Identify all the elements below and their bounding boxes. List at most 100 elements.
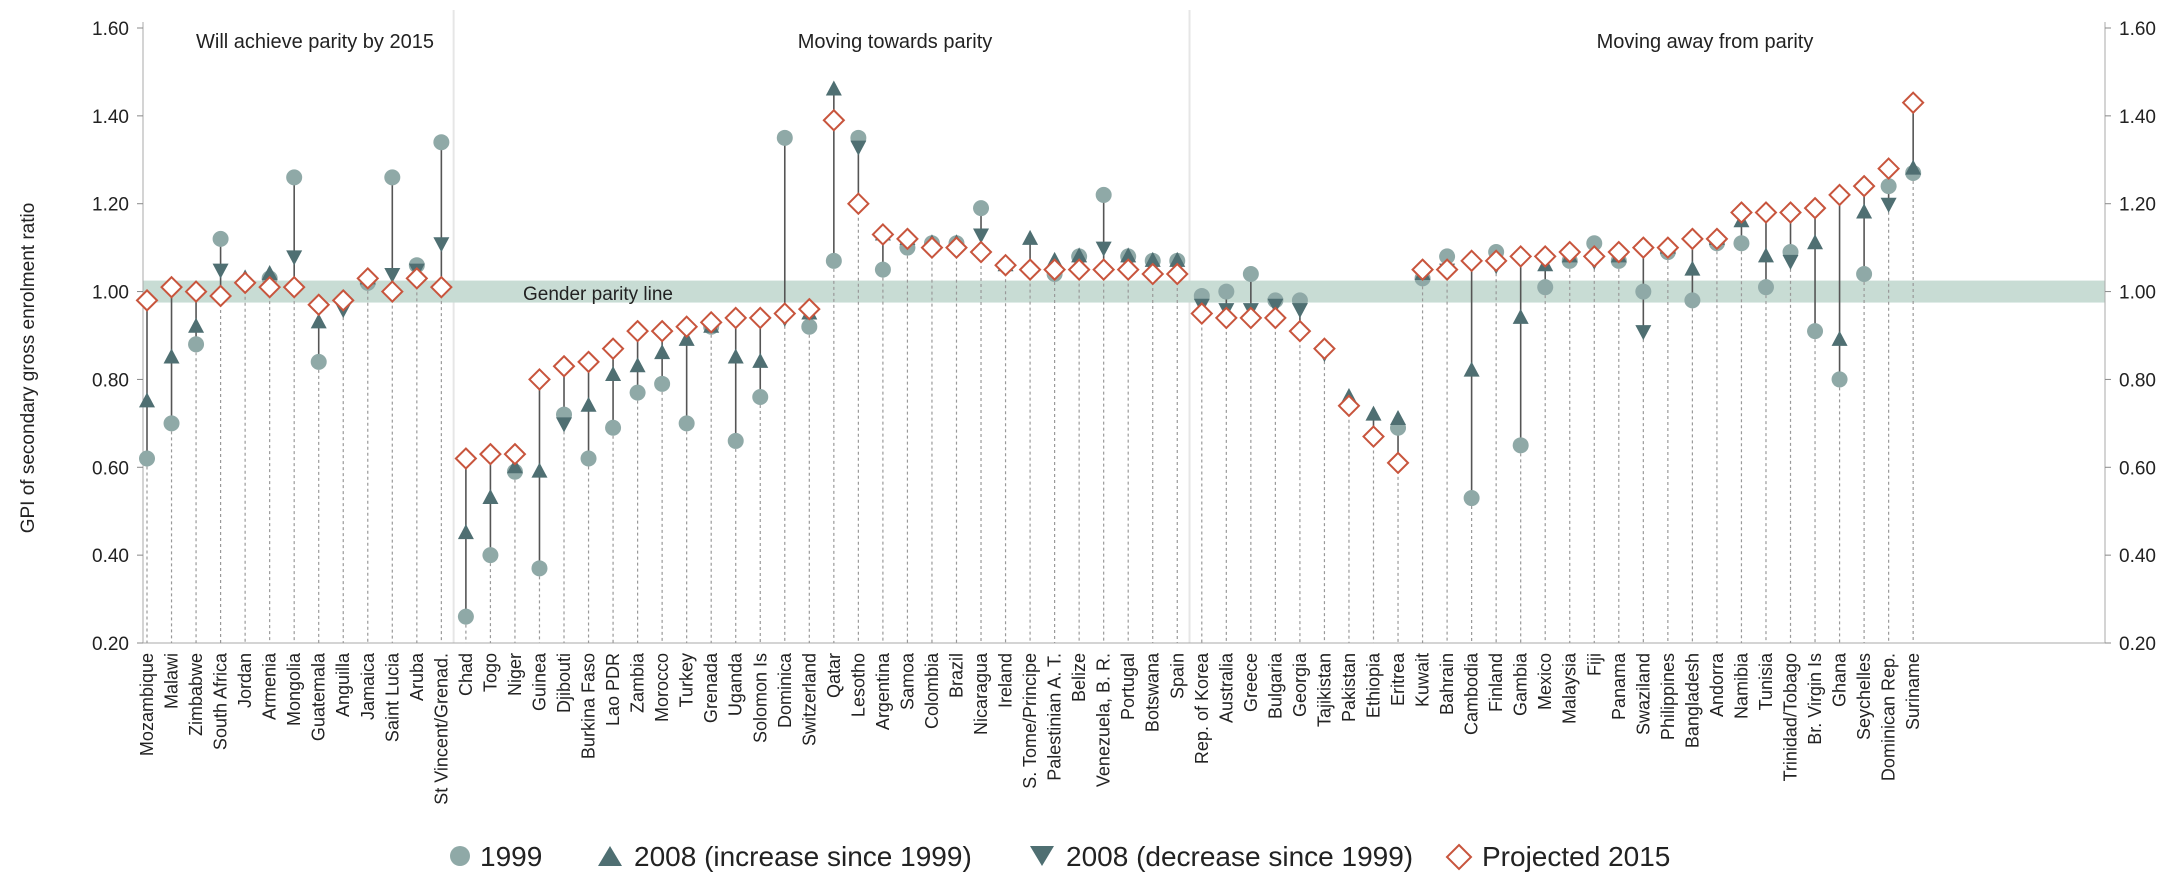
y-tick-label: 0.20: [2119, 634, 2156, 655]
legend-2008-increase-label: 2008 (increase since 1999): [634, 841, 972, 872]
point-2015-belize: [1067, 258, 1091, 282]
x-label-namibia: Namibia: [1731, 652, 1751, 719]
point-2008-ghana: [1831, 330, 1848, 346]
point-2015-lao-pdr: [601, 337, 625, 361]
point-2008-malawi: [163, 348, 180, 364]
point-2015-solomon-is: [748, 306, 772, 330]
point-2015-zimbabwe: [184, 280, 208, 303]
point-2015-argentina: [871, 223, 895, 246]
point-2015-cambodia: [1460, 249, 1484, 273]
point-2008-djibouti: [556, 417, 573, 433]
point-2008-south-africa: [212, 263, 229, 279]
point-2015-pakistan: [1337, 394, 1361, 418]
x-label-niger: Niger: [505, 653, 525, 696]
point-1999-mongolia: [286, 169, 303, 186]
point-2008-swaziland: [1635, 325, 1652, 341]
point-2015-saint-lucia: [380, 280, 404, 303]
legend-projected-2015-marker: [1445, 843, 1473, 871]
point-2008-zimbabwe: [188, 317, 205, 333]
point-2008-ethiopia: [1365, 405, 1382, 421]
point-1999-br-virgin-is: [1807, 323, 1824, 340]
point-1999-south-africa: [212, 230, 229, 247]
point-2015-panama: [1607, 240, 1631, 264]
y-tick-label: 1.20: [92, 195, 129, 216]
x-label-malawi: Malawi: [162, 653, 182, 709]
point-1999-guatemala: [310, 353, 327, 370]
x-label-burkina-faso: Burkina Faso: [579, 653, 599, 759]
point-2015-gambia: [1509, 245, 1533, 268]
point-2015-dominica: [773, 302, 797, 325]
point-2015-s-tome-principe: [1018, 258, 1042, 282]
x-label-bangladesh: Bangladesh: [1682, 653, 1702, 748]
point-2008-solomon-is: [752, 352, 769, 368]
y-tick-label: 0.40: [2119, 546, 2156, 567]
point-2015-bulgaria: [1263, 306, 1287, 330]
point-1999-solomon-is: [752, 389, 769, 405]
x-label-ireland: Ireland: [996, 653, 1016, 708]
point-1999-zimbabwe: [188, 336, 205, 353]
x-label-qatar: Qatar: [824, 653, 844, 698]
x-label-saint-lucia: Saint Lucia: [382, 652, 402, 742]
point-2015-spain: [1165, 262, 1189, 286]
y-tick-label: 0.20: [92, 634, 129, 655]
point-2015-tajikistan: [1313, 337, 1336, 361]
x-label-finland: Finland: [1486, 653, 1506, 712]
x-label-tunisia: Tunisia: [1756, 652, 1776, 710]
legend-2008-decrease-label: 2008 (decrease since 1999): [1066, 841, 1413, 872]
y-tick-label: 0.80: [2119, 370, 2156, 391]
x-label-argentina: Argentina: [873, 652, 893, 730]
point-1999-swaziland: [1635, 283, 1652, 300]
point-2015-colombia: [920, 236, 944, 260]
point-2008-saint-lucia: [384, 268, 401, 283]
point-2015-rep-of-korea: [1190, 302, 1214, 325]
point-2015-burkina-faso: [577, 350, 600, 374]
point-2015-mongolia: [282, 275, 306, 299]
x-label-togo: Togo: [480, 653, 500, 692]
x-label-gambia: Gambia: [1511, 652, 1531, 716]
point-2008-spain: [1169, 251, 1186, 267]
x-label-armenia: Armenia: [260, 652, 280, 720]
point-1999-dominican-rep: [1880, 178, 1897, 195]
x-label-palestinian-a-t: Palestinian A. T.: [1045, 653, 1065, 781]
point-2008-burkina-faso: [580, 396, 597, 412]
point-1999-qatar: [825, 252, 842, 269]
y-tick-label: 1.40: [2119, 107, 2156, 128]
x-label-brazil: Brazil: [946, 653, 966, 698]
point-2015-ethiopia: [1362, 425, 1385, 448]
x-label-suriname: Suriname: [1903, 653, 1923, 730]
point-1999-uganda: [727, 432, 744, 449]
y-tick-label: 1.60: [92, 19, 129, 40]
point-1999-tunisia: [1757, 279, 1774, 296]
point-2015-bahrain: [1435, 258, 1459, 282]
point-2015-georgia: [1288, 319, 1312, 343]
point-2008-bulgaria: [1267, 298, 1284, 314]
point-1999-malawi: [163, 415, 180, 432]
point-2008-suriname: [1905, 159, 1922, 175]
point-2015-portugal: [1116, 258, 1140, 282]
point-1999-gambia: [1512, 437, 1529, 454]
x-label-botswana: Botswana: [1143, 652, 1163, 732]
point-2015-venezuela-b-r: [1092, 258, 1116, 282]
point-2008-nicaragua: [973, 228, 990, 244]
point-2008-lesotho: [850, 140, 867, 156]
point-2015-namibia: [1730, 201, 1753, 224]
point-2008-turkey: [678, 330, 695, 346]
point-2008-georgia: [1291, 303, 1308, 319]
point-2015-br-virgin-is: [1803, 196, 1827, 220]
group-title-moving-towards-parity: Moving towards parity: [798, 31, 993, 53]
x-label-aruba: Aruba: [407, 652, 427, 701]
point-2015-malaysia: [1558, 240, 1582, 264]
legend-2008-increase-marker: [598, 846, 622, 866]
y-tick-label: 0.60: [2119, 458, 2156, 479]
point-1999-switzerland: [801, 318, 818, 335]
y-tick-label: 1.60: [2119, 19, 2156, 40]
point-2015-djibouti: [552, 354, 576, 378]
x-label-bahrain: Bahrain: [1437, 653, 1457, 715]
x-label-philippines: Philippines: [1658, 653, 1678, 740]
point-2008-chad: [457, 524, 474, 540]
point-1999-guinea: [531, 560, 548, 577]
x-label-uganda: Uganda: [726, 652, 746, 716]
point-2008-mozambique: [139, 392, 155, 408]
point-2008-belize: [1071, 247, 1088, 263]
x-label-venezuela-b-r: Venezuela, B. R.: [1094, 653, 1114, 787]
